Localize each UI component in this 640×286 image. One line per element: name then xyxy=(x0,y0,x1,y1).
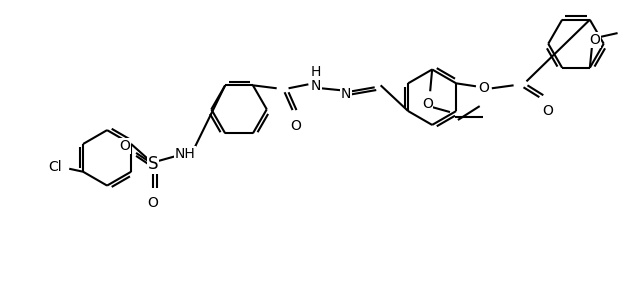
Text: N: N xyxy=(341,87,351,101)
Text: O: O xyxy=(479,81,490,95)
Text: S: S xyxy=(148,155,158,173)
Text: O: O xyxy=(589,33,600,47)
Text: O: O xyxy=(422,97,433,111)
Text: H: H xyxy=(311,65,321,80)
Text: NH: NH xyxy=(174,147,195,161)
Text: O: O xyxy=(147,196,158,210)
Text: O: O xyxy=(290,119,301,133)
Text: O: O xyxy=(120,139,131,153)
Text: O: O xyxy=(542,104,553,118)
Text: N: N xyxy=(311,79,321,93)
Text: Cl: Cl xyxy=(49,160,62,174)
